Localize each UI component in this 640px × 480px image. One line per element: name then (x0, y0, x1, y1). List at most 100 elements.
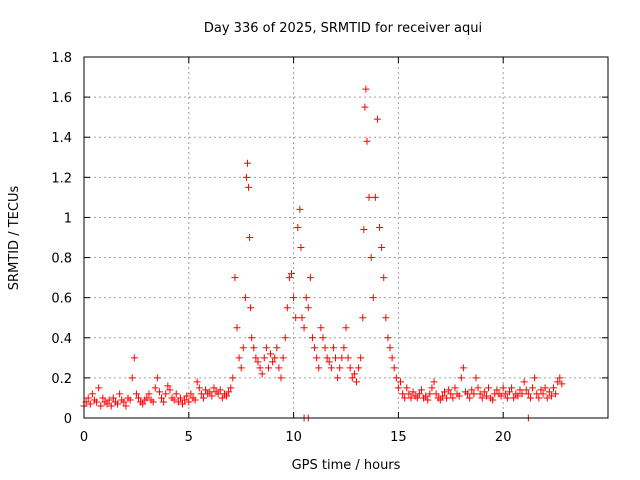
data-point (470, 390, 478, 398)
data-point (281, 334, 289, 342)
series-srmtid (80, 85, 566, 422)
data-point (231, 274, 239, 282)
data-point (522, 386, 530, 394)
data-point (430, 378, 438, 386)
data-point (250, 344, 258, 352)
data-point (336, 364, 344, 372)
data-point (482, 392, 490, 400)
data-point (524, 390, 532, 398)
x-tick-label: 20 (495, 430, 512, 445)
data-point (413, 394, 421, 402)
data-point (428, 384, 436, 392)
data-point (531, 374, 539, 382)
data-point (149, 398, 157, 406)
data-point (132, 390, 140, 398)
data-point (319, 334, 327, 342)
data-point (334, 374, 342, 382)
data-point (128, 374, 136, 382)
data-point (181, 396, 189, 404)
data-point (371, 193, 379, 201)
data-point (225, 388, 233, 396)
data-point (516, 386, 524, 394)
data-point (338, 354, 346, 362)
data-point (365, 193, 373, 201)
data-point (394, 384, 402, 392)
x-tick-label: 0 (80, 430, 88, 445)
data-point (350, 370, 358, 378)
data-point (535, 394, 543, 402)
data-point (162, 390, 170, 398)
data-point (197, 390, 205, 398)
data-point (283, 304, 291, 312)
data-point (422, 392, 430, 400)
data-point (344, 354, 352, 362)
data-point (185, 398, 193, 406)
data-point (459, 364, 467, 372)
data-point (290, 294, 298, 302)
data-point (239, 344, 247, 352)
data-point (183, 392, 191, 400)
data-point (252, 354, 260, 362)
data-point (174, 398, 182, 406)
y-axis-label: SRMTID / TECUs (7, 186, 22, 291)
data-point (315, 364, 323, 372)
data-point (392, 374, 400, 382)
data-point (164, 382, 172, 390)
data-point (409, 388, 417, 396)
data-point (247, 304, 255, 312)
data-point (271, 354, 279, 362)
data-point (367, 254, 375, 262)
data-point (415, 390, 423, 398)
data-point (457, 374, 465, 382)
data-point (88, 390, 96, 398)
data-point (116, 390, 124, 398)
data-point (285, 274, 293, 282)
data-point (158, 394, 166, 402)
data-point (424, 396, 432, 404)
data-point (325, 358, 333, 366)
data-point (396, 378, 404, 386)
y-tick-label: 0 (64, 412, 72, 427)
data-point (246, 234, 254, 241)
data-point (357, 354, 365, 362)
x-tick-label: 10 (285, 430, 302, 445)
data-point (267, 350, 275, 358)
data-point (447, 390, 455, 398)
data-point (95, 384, 103, 392)
data-point (300, 324, 308, 332)
data-point (401, 394, 409, 402)
plot-frame (83, 56, 609, 419)
data-point (202, 386, 210, 394)
data-point (526, 394, 534, 402)
data-points (80, 85, 566, 422)
data-point (292, 314, 300, 322)
data-point (298, 314, 306, 322)
data-point (122, 402, 130, 410)
data-point (134, 394, 142, 402)
data-point (216, 386, 224, 394)
data-point (208, 392, 216, 400)
data-point (143, 394, 151, 402)
data-point (311, 344, 319, 352)
data-point (384, 334, 392, 342)
data-point (227, 384, 235, 392)
y-tick-label: 0.6 (51, 292, 72, 307)
data-point (114, 400, 122, 408)
data-point (107, 402, 115, 410)
data-point (480, 388, 488, 396)
data-point (417, 386, 425, 394)
data-point (489, 396, 497, 404)
data-point (262, 344, 270, 352)
data-point (373, 115, 381, 123)
data-point (399, 390, 407, 398)
data-point (518, 390, 526, 398)
data-point (176, 394, 184, 402)
data-point (179, 400, 187, 408)
data-point (210, 384, 218, 392)
data-point (520, 378, 528, 386)
data-point (472, 374, 480, 382)
data-point (332, 354, 340, 362)
data-point (514, 392, 522, 400)
data-point (297, 244, 305, 252)
